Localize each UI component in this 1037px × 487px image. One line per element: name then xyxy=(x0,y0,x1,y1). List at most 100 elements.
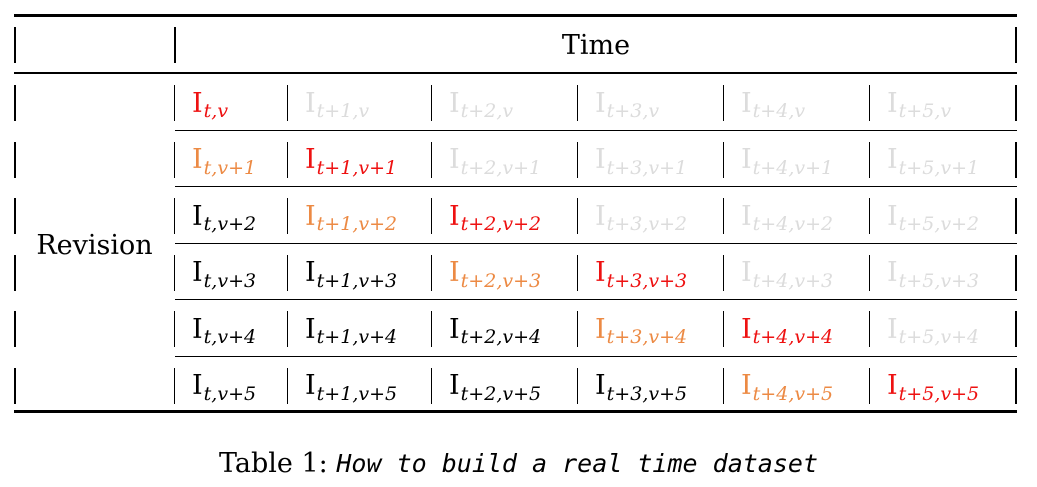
cell-symbol: I xyxy=(305,200,316,232)
column-divider xyxy=(287,141,289,178)
column-divider xyxy=(577,311,579,347)
revision-label-text: Revision xyxy=(36,229,153,261)
cell-symbol: I xyxy=(887,87,898,119)
row-separator xyxy=(175,299,1017,300)
cell-subscript: t+4,v+2 xyxy=(752,213,834,235)
cell-symbol: I xyxy=(449,370,460,401)
cell-subscript: t,v+4 xyxy=(203,326,257,348)
cell-subscript: t+1,v xyxy=(316,100,370,122)
cell-symbol: I xyxy=(449,87,460,119)
column-divider xyxy=(577,198,579,234)
cell-subscript: t+2,v+5 xyxy=(460,382,542,405)
column-divider xyxy=(174,254,176,291)
cell-subscript: t+1,v+2 xyxy=(316,213,398,235)
column-divider xyxy=(174,367,176,404)
cell-symbol: I xyxy=(449,257,460,288)
cell-symbol: I xyxy=(305,370,316,401)
cell-symbol: I xyxy=(192,370,203,401)
cell-subscript: t+1,v+3 xyxy=(316,269,398,292)
column-divider xyxy=(723,311,725,347)
cell-symbol: I xyxy=(887,257,898,288)
cell-symbol: I xyxy=(192,257,203,288)
column-divider xyxy=(723,367,725,404)
column-divider xyxy=(287,198,289,234)
row-separator xyxy=(175,242,1017,244)
cell-symbol: I xyxy=(449,313,460,345)
cell-subscript: t+4,v+3 xyxy=(752,269,834,292)
cell-symbol: I xyxy=(887,370,898,401)
cell-subscript: t+5,v xyxy=(898,100,952,122)
cell-symbol: I xyxy=(741,313,752,345)
cell-subscript: t,v+1 xyxy=(203,156,257,179)
column-divider xyxy=(577,367,579,404)
row-right-border xyxy=(1015,254,1017,291)
cell-subscript: t+2,v+4 xyxy=(460,326,542,348)
column-divider xyxy=(174,198,176,234)
time-header-label: Time xyxy=(561,29,631,61)
row-right-border xyxy=(1015,141,1017,178)
row-left-border xyxy=(14,367,16,404)
column-divider xyxy=(723,254,725,291)
top-rule xyxy=(14,14,1017,17)
column-divider xyxy=(577,254,579,291)
column-divider xyxy=(723,198,725,234)
column-divider xyxy=(174,85,176,121)
cell-symbol: I xyxy=(887,144,898,175)
row-left-border xyxy=(14,85,16,121)
header-bottom-rule xyxy=(14,72,1017,74)
column-divider xyxy=(287,311,289,347)
cell-subscript: t+3,v+5 xyxy=(606,382,688,405)
column-divider xyxy=(577,141,579,178)
column-divider xyxy=(869,254,871,291)
cell-symbol: I xyxy=(192,313,203,345)
cell-symbol: I xyxy=(192,200,203,232)
cell-subscript: t+2,v xyxy=(460,100,514,122)
cell-subscript: t+2,v+1 xyxy=(460,156,542,179)
cell-subscript: t+2,v+2 xyxy=(460,213,542,235)
row-separator xyxy=(175,129,1017,131)
cell-symbol: I xyxy=(741,144,752,175)
column-divider xyxy=(869,311,871,347)
cell-symbol: I xyxy=(449,200,460,232)
row-right-border xyxy=(1015,367,1017,404)
cell-subscript: t+1,v+1 xyxy=(316,156,398,179)
column-divider xyxy=(287,254,289,291)
column-divider xyxy=(869,141,871,178)
time-header: Time xyxy=(175,20,1017,70)
cell-symbol: I xyxy=(887,313,898,345)
cell-symbol: I xyxy=(741,87,752,119)
caption-text: How to build a real time dataset xyxy=(336,449,818,478)
cell-symbol: I xyxy=(595,257,606,288)
cell-subscript: t+4,v+5 xyxy=(752,382,834,405)
row-right-border xyxy=(1015,311,1017,347)
cell-symbol: I xyxy=(305,257,316,288)
cell-subscript: t+3,v+3 xyxy=(606,269,688,292)
cell-symbol: I xyxy=(595,200,606,232)
cell-symbol: I xyxy=(449,144,460,175)
column-divider xyxy=(431,85,433,121)
cell-symbol: I xyxy=(595,370,606,401)
cell-subscript: t+1,v+4 xyxy=(316,326,398,348)
